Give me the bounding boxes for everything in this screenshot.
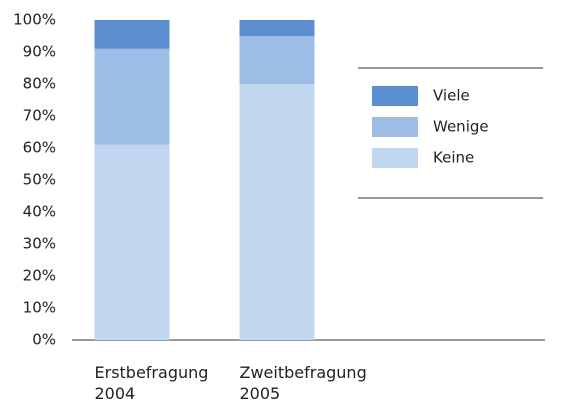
- y-tick-label: 40%: [23, 203, 56, 221]
- bar-segment: [94, 144, 170, 340]
- y-tick-label: 60%: [23, 139, 56, 157]
- y-tick-label: 0%: [32, 331, 56, 349]
- y-tick-label: 80%: [23, 75, 56, 93]
- y-tick-label: 30%: [23, 235, 56, 253]
- legend-swatch: [372, 86, 418, 106]
- bar-segment: [94, 20, 170, 49]
- bar-segment: [94, 48, 170, 145]
- y-tick-label: 70%: [23, 107, 56, 125]
- y-tick-label: 20%: [23, 267, 56, 285]
- bar-segment: [239, 20, 315, 36]
- y-tick-label: 100%: [13, 11, 56, 29]
- bar-segment: [239, 84, 315, 340]
- y-tick-label: 50%: [23, 171, 56, 189]
- legend-swatch: [372, 117, 418, 137]
- bar-segment: [239, 36, 315, 84]
- legend-label: Keine: [433, 149, 474, 167]
- y-tick-label: 90%: [23, 43, 56, 61]
- x-tick-label: Zweitbefragung 2005: [239, 363, 367, 403]
- legend-swatch: [372, 148, 418, 168]
- legend-label: Wenige: [433, 118, 489, 136]
- legend-label: Viele: [433, 87, 470, 105]
- y-tick-label: 10%: [23, 299, 56, 317]
- x-tick-label: Erstbefragung 2004: [94, 363, 209, 403]
